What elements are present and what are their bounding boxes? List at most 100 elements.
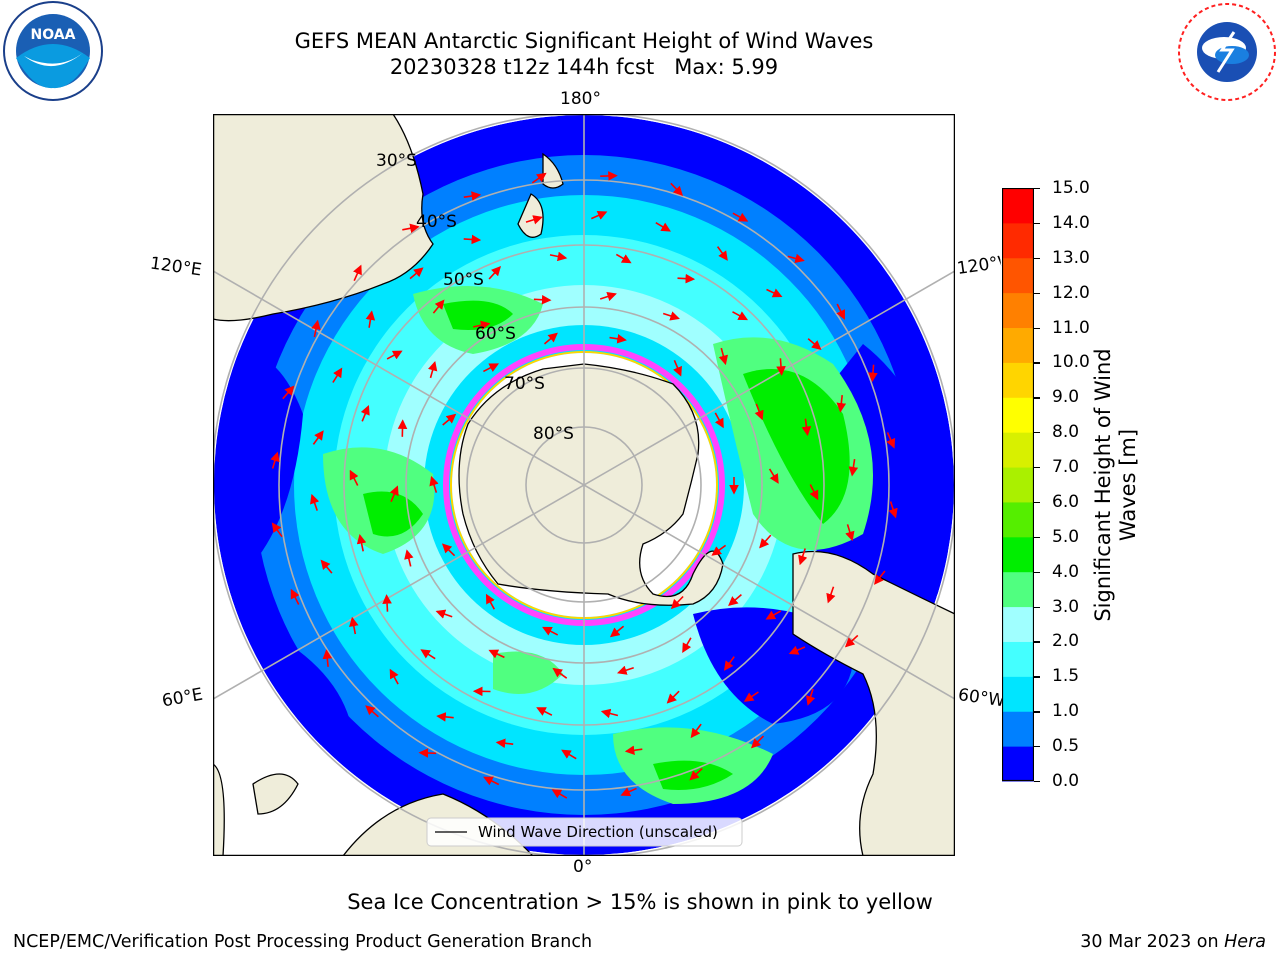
wave-direction-arrow bbox=[682, 637, 692, 653]
wave-direction-arrow bbox=[282, 385, 295, 400]
colorbar-tick-label: 3.0 bbox=[1052, 596, 1080, 617]
wave-direction-arrow bbox=[599, 291, 617, 302]
nws-logo bbox=[1178, 3, 1276, 101]
colorbar-tick-mark bbox=[1034, 292, 1040, 294]
wave-direction-arrow bbox=[807, 338, 822, 351]
wave-direction-arrow bbox=[716, 246, 728, 261]
colorbar-tick-mark bbox=[1034, 711, 1040, 713]
colorbar-tick-label: 12.0 bbox=[1052, 282, 1090, 303]
wave-direction-arrow bbox=[463, 191, 482, 201]
colorbar-tick-label: 13.0 bbox=[1052, 247, 1090, 268]
wave-direction-arrow bbox=[732, 212, 749, 222]
wave-direction-arrow bbox=[732, 311, 749, 321]
lat-label-40s: 40°S bbox=[416, 212, 457, 232]
wave-direction-arrow bbox=[620, 787, 637, 797]
wave-direction-arrow bbox=[428, 360, 438, 379]
wave-direction-arrow bbox=[360, 405, 370, 422]
wave-direction-arrow bbox=[365, 310, 376, 328]
wave-direction-arrow bbox=[805, 688, 816, 706]
colorbar-tick-label: 1.5 bbox=[1052, 666, 1080, 687]
colorbar-segment bbox=[1002, 606, 1034, 642]
wave-direction-arrow bbox=[754, 403, 764, 421]
wave-direction-arrow bbox=[845, 524, 855, 542]
wave-direction-arrow bbox=[271, 522, 283, 538]
colorbar-segment bbox=[1002, 257, 1034, 294]
wave-direction-arrow bbox=[801, 418, 812, 437]
wave-direction-arrow bbox=[420, 649, 436, 660]
wave-direction-arrow bbox=[673, 359, 682, 377]
colorbar-segment bbox=[1002, 362, 1034, 398]
wave-direction-arrow bbox=[765, 610, 782, 620]
colorbar-segment bbox=[1002, 536, 1034, 573]
colorbar-segment bbox=[1002, 327, 1034, 363]
wave-direction-arrow bbox=[788, 645, 806, 655]
colorbar-tick-mark bbox=[1034, 676, 1040, 678]
wave-direction-arrow bbox=[543, 332, 558, 345]
map-frame bbox=[213, 114, 955, 856]
colorbar-segment bbox=[1002, 432, 1034, 468]
wave-direction-arrow bbox=[442, 413, 457, 426]
colorbar-tick-label: 14.0 bbox=[1052, 212, 1090, 233]
wave-direction-arrow bbox=[670, 182, 684, 196]
wave-direction-arrow bbox=[552, 667, 568, 679]
colorbar-tick-mark bbox=[1034, 467, 1040, 469]
wave-direction-arrow bbox=[600, 708, 619, 719]
colorbar-segment bbox=[1002, 188, 1034, 224]
lat-label-50s: 50°S bbox=[443, 270, 484, 290]
colorbar-tick-label: 8.0 bbox=[1052, 422, 1080, 443]
wind-wave-arrows bbox=[270, 171, 898, 799]
wave-direction-arrow bbox=[766, 288, 783, 298]
wave-direction-arrow bbox=[826, 586, 836, 604]
colorbar-segment bbox=[1002, 222, 1034, 259]
colorbar-tick-label: 6.0 bbox=[1052, 491, 1080, 512]
wave-direction-arrow bbox=[836, 395, 847, 413]
wave-direction-arrow bbox=[768, 468, 779, 484]
wave-direction-arrow bbox=[723, 656, 735, 671]
colorbar-tick-label: 15.0 bbox=[1052, 178, 1090, 198]
wave-direction-arrow bbox=[432, 299, 445, 314]
colorbar-tick-mark bbox=[1034, 188, 1040, 190]
legend-label: Wind Wave Direction (unscaled) bbox=[478, 823, 718, 841]
colorbar-segment bbox=[1002, 641, 1034, 677]
wave-direction-arrow bbox=[463, 234, 482, 245]
lon-label-180: 180° bbox=[560, 89, 601, 109]
colorbar-segment bbox=[1002, 571, 1034, 608]
wave-direction-arrow bbox=[836, 303, 846, 320]
wave-direction-arrow bbox=[798, 548, 808, 566]
wave-direction-arrow bbox=[389, 485, 399, 503]
wave-direction-arrow bbox=[666, 690, 680, 704]
wave-direction-arrow bbox=[389, 668, 399, 685]
wave-direction-arrow bbox=[409, 267, 424, 280]
wave-direction-arrow bbox=[495, 738, 514, 749]
wave-direction-arrow bbox=[711, 544, 727, 556]
wave-direction-arrow bbox=[670, 595, 684, 610]
wave-direction-arrow bbox=[844, 634, 859, 648]
footer-left: NCEP/EMC/Verification Post Processing Pr… bbox=[13, 932, 593, 952]
wave-direction-arrow bbox=[809, 484, 819, 501]
wave-direction-arrow bbox=[542, 626, 559, 636]
wave-direction-arrow bbox=[353, 264, 362, 282]
colorbar-tick-label: 0.0 bbox=[1052, 771, 1080, 791]
wave-direction-arrow bbox=[436, 712, 454, 722]
map-legend: Wind Wave Direction (unscaled) bbox=[426, 817, 743, 847]
lon-label-0: 0° bbox=[573, 857, 593, 877]
wave-direction-arrow bbox=[690, 723, 702, 739]
wave-direction-arrow bbox=[590, 211, 608, 220]
wave-direction-arrow bbox=[689, 767, 703, 781]
chart-title-line2: 20230328 t12z 144h fcst Max: 5.99 bbox=[389, 55, 779, 79]
colorbar-tick-mark bbox=[1034, 501, 1040, 504]
wave-direction-arrow bbox=[483, 363, 500, 373]
wave-direction-arrow bbox=[743, 691, 759, 702]
wave-direction-arrow bbox=[485, 593, 496, 610]
colorbar-tick-mark bbox=[1034, 362, 1040, 364]
colorbar-segment bbox=[1002, 746, 1034, 782]
wave-direction-arrow bbox=[662, 311, 680, 321]
wave-direction-arrow bbox=[418, 748, 437, 758]
wave-direction-arrow bbox=[311, 319, 321, 338]
colorbar-tick-mark bbox=[1034, 641, 1040, 643]
colorbar-tick-mark bbox=[1034, 222, 1040, 225]
wave-direction-arrow bbox=[549, 251, 568, 262]
colorbar-tick-label: 0.5 bbox=[1052, 736, 1080, 757]
lat-label-80s: 80°S bbox=[533, 424, 574, 444]
wave-direction-arrow bbox=[312, 430, 324, 445]
